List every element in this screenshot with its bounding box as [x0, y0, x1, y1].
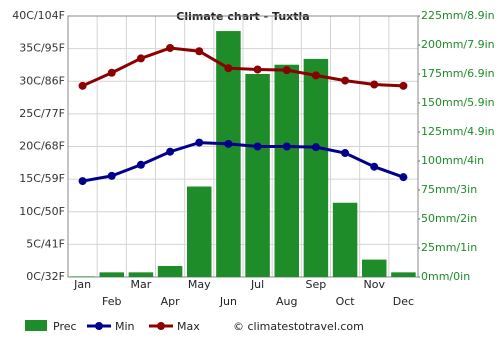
legend-swatch — [25, 320, 47, 331]
temp-point — [282, 66, 291, 75]
y2-tick-label: 75mm/3in — [421, 183, 477, 196]
y2-tick-label: 100mm/4in — [421, 154, 484, 167]
precip-bar — [157, 265, 183, 277]
y-tick-label: 20C/68F — [19, 140, 65, 153]
y2-tick-label: 25mm/1in — [421, 241, 477, 254]
y-tick-label: 25C/77F — [19, 107, 65, 120]
temp-line — [81, 46, 404, 88]
temp-point — [224, 64, 233, 73]
plot-border — [67, 15, 419, 278]
precip-bar — [128, 272, 154, 277]
y-tick-label: 15C/59F — [19, 172, 65, 185]
precip-bar — [187, 186, 212, 277]
legend-dot — [157, 322, 165, 330]
legend-label: Prec — [53, 320, 77, 333]
x-tick-label: Nov — [364, 278, 386, 291]
temp-point — [311, 71, 320, 80]
temp-point — [166, 147, 175, 156]
temp-point — [370, 80, 379, 89]
temp-point — [166, 43, 175, 52]
precip-bar — [70, 276, 95, 277]
y-tick-label: 35C/95F — [19, 42, 65, 55]
x-tick-label: Dec — [393, 295, 414, 308]
precip-bar — [391, 272, 416, 277]
y2-tick-label: 150mm/5.9in — [421, 96, 495, 109]
y-tick-label: 40C/104F — [12, 9, 65, 22]
precip-bar — [303, 58, 329, 277]
y2-tick-label: 50mm/2in — [421, 212, 477, 225]
temp-point — [78, 81, 87, 90]
x-tick-label: Apr — [161, 295, 181, 308]
temp-point — [399, 81, 408, 90]
temp-point — [136, 54, 145, 63]
credit: © climatestotravel.com — [233, 320, 364, 333]
x-tick-label: Oct — [336, 295, 356, 308]
y2-tick-label: 200mm/7.9in — [421, 38, 495, 51]
x-tick-label: Mar — [131, 278, 152, 291]
y2-tick-label: 225mm/8.9in — [421, 9, 495, 22]
x-tick-label: Jan — [73, 278, 91, 291]
temp-point — [136, 160, 145, 169]
y-tick-label: 0C/32F — [26, 270, 65, 283]
temp-point — [78, 177, 87, 186]
temp-point — [195, 47, 204, 56]
y-tick-label: 5C/41F — [26, 237, 65, 250]
x-tick-label: Aug — [276, 295, 297, 308]
temp-point — [224, 139, 233, 148]
y2-tick-label: 0mm/0in — [421, 270, 470, 283]
x-tick-label: Jun — [219, 295, 237, 308]
temp-point — [370, 162, 379, 171]
temp-point — [107, 171, 116, 180]
temp-point — [282, 142, 291, 151]
temp-point — [107, 68, 116, 77]
precip-bar — [245, 74, 270, 277]
temp-point — [195, 138, 204, 147]
precip-bar — [362, 259, 387, 277]
x-tick-label: Feb — [102, 295, 121, 308]
legend-label: Min — [115, 320, 135, 333]
temp-point — [341, 76, 350, 85]
legend-label: Max — [177, 320, 200, 333]
temp-point — [341, 149, 350, 158]
y-tick-label: 30C/86F — [19, 74, 65, 87]
y-tick-label: 10C/50F — [19, 205, 65, 218]
x-tick-label: May — [188, 278, 211, 291]
precip-bar — [99, 272, 124, 277]
precip-bar — [274, 64, 299, 277]
temp-point — [253, 142, 262, 151]
temp-line — [82, 141, 404, 183]
legend-dot — [95, 322, 103, 330]
y2-tick-label: 175mm/6.9in — [421, 67, 495, 80]
y2-tick-label: 125mm/4.9in — [421, 125, 495, 138]
x-tick-label: Sep — [306, 278, 327, 291]
temp-point — [253, 65, 262, 74]
precip-bar — [332, 202, 358, 277]
temp-point — [311, 143, 320, 152]
temp-point — [399, 173, 408, 182]
x-tick-label: Jul — [250, 278, 264, 291]
